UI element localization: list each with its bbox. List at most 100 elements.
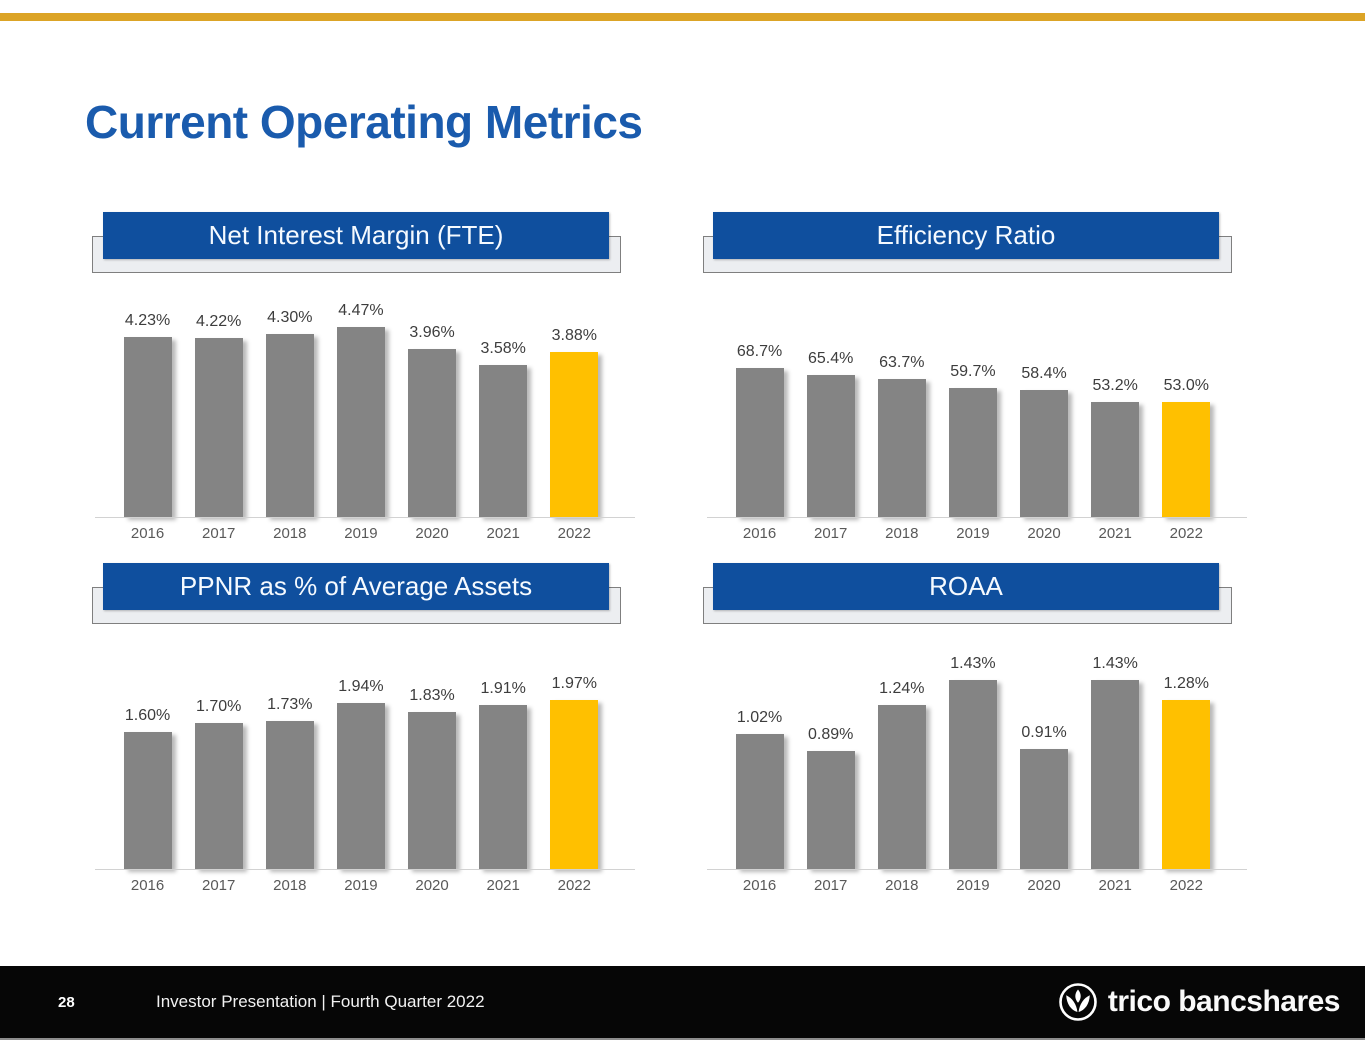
bar-value-label: 0.89% xyxy=(808,726,854,743)
bar-column: 4.23% xyxy=(112,312,183,517)
bar xyxy=(1091,402,1140,517)
bar xyxy=(1091,680,1140,869)
year-label: 2016 xyxy=(742,877,777,894)
year-label: 2019 xyxy=(956,525,990,542)
chart-header-roaa: ROAA xyxy=(713,563,1219,610)
year-label: 2019 xyxy=(344,877,378,894)
bar-column: 4.47% xyxy=(325,302,396,517)
bar-column: 3.96% xyxy=(397,324,468,517)
trico-tree-icon xyxy=(1059,983,1097,1021)
year-label: 2020 xyxy=(1027,525,1061,542)
chart-plot-nim: 4.23% 4.22% 4.30% 4.47% 3.96% 3.58% 3.88% xyxy=(112,300,610,517)
year-label: 2018 xyxy=(273,877,307,894)
year-label: 2018 xyxy=(273,525,307,542)
x-axis-labels-roaa: 2016 2017 2018 2019 2020 2021 2022 xyxy=(724,877,1222,894)
bar xyxy=(735,734,784,869)
bar-column: 0.89% xyxy=(795,726,866,869)
bar-value-label: 59.7% xyxy=(950,363,996,380)
bar-column: 1.28% xyxy=(1151,675,1222,869)
bar-highlight-2022 xyxy=(550,352,599,517)
bar xyxy=(806,375,855,517)
company-logo: trico bancshares xyxy=(1058,982,1341,1022)
bar-column: 0.91% xyxy=(1009,724,1080,869)
bar-value-label: 3.96% xyxy=(409,324,455,341)
bar-value-label: 58.4% xyxy=(1021,365,1067,382)
chart-plot-efficiency: 68.7% 65.4% 63.7% 59.7% 58.4% 53.2% 53.0% xyxy=(724,300,1222,517)
bar xyxy=(123,732,172,869)
bar-column: 1.83% xyxy=(397,687,468,869)
chart-header-efficiency: Efficiency Ratio xyxy=(713,212,1219,259)
bar-value-label: 53.2% xyxy=(1092,377,1138,394)
bar xyxy=(806,751,855,869)
bar xyxy=(194,723,243,869)
bar-value-label: 0.91% xyxy=(1021,724,1067,741)
bar-value-label: 1.60% xyxy=(124,707,171,724)
bar-highlight-2022 xyxy=(550,700,599,869)
bar-value-label: 1.43% xyxy=(1092,655,1138,672)
bar xyxy=(948,680,997,869)
x-axis-line-roaa xyxy=(707,869,1247,870)
bar xyxy=(877,379,926,517)
bar-value-label: 1.02% xyxy=(736,709,783,726)
x-axis-labels-ppnr: 2016 2017 2018 2019 2020 2021 2022 xyxy=(112,877,610,894)
year-label: 2016 xyxy=(130,877,165,894)
bar xyxy=(336,327,385,517)
bar-value-label: 1.43% xyxy=(950,655,996,672)
bar xyxy=(194,338,243,517)
year-label: 2020 xyxy=(1027,877,1061,894)
bar-column: 1.94% xyxy=(325,678,396,869)
bar-column: 4.30% xyxy=(254,309,325,517)
footer-bar: 28 Investor Presentation | Fourth Quarte… xyxy=(0,966,1365,1040)
year-label: 2021 xyxy=(1098,877,1132,894)
chart-title-ppnr: PPNR as % of Average Assets xyxy=(179,571,533,601)
bar-column: 1.02% xyxy=(724,709,795,869)
bar-value-label: 1.83% xyxy=(409,687,455,704)
bar-value-label: 3.88% xyxy=(551,327,597,344)
footer-caption: Investor Presentation | Fourth Quarter 2… xyxy=(156,992,485,1011)
year-label: 2022 xyxy=(557,525,591,542)
bar-value-label: 65.4% xyxy=(808,350,854,367)
chart-title-efficiency: Efficiency Ratio xyxy=(876,220,1056,250)
bar-column: 65.4% xyxy=(795,350,866,517)
bar-value-label: 1.73% xyxy=(267,696,313,713)
bar-value-label: 1.28% xyxy=(1163,675,1209,692)
logo-text: trico bancshares xyxy=(1107,985,1341,1018)
bar xyxy=(877,705,926,869)
x-axis-line-efficiency xyxy=(707,517,1247,518)
bar-value-label: 4.23% xyxy=(124,312,171,329)
year-label: 2018 xyxy=(885,525,919,542)
bar xyxy=(479,365,528,517)
top-accent-rule xyxy=(0,13,1365,21)
bar-column: 58.4% xyxy=(1009,365,1080,517)
year-label: 2022 xyxy=(557,877,591,894)
bar-column: 68.7% xyxy=(724,343,795,517)
bar-column: 59.7% xyxy=(937,363,1008,517)
bar-value-label: 1.97% xyxy=(551,675,597,692)
bar-column: 63.7% xyxy=(866,354,937,517)
bar-value-label: 4.22% xyxy=(196,313,242,330)
bar-value-label: 63.7% xyxy=(879,354,925,371)
bar-value-label: 1.91% xyxy=(480,680,526,697)
chart-title-roaa: ROAA xyxy=(929,571,1003,601)
bar-column: 53.2% xyxy=(1080,377,1151,517)
x-axis-line-nim xyxy=(95,517,635,518)
bar xyxy=(948,388,997,517)
x-axis-labels-nim: 2016 2017 2018 2019 2020 2021 2022 xyxy=(112,525,610,542)
bar xyxy=(408,349,457,517)
x-axis-labels-efficiency: 2016 2017 2018 2019 2020 2021 2022 xyxy=(724,525,1222,542)
bar xyxy=(1020,390,1069,517)
year-label: 2019 xyxy=(956,877,990,894)
page-number: 28 xyxy=(58,993,75,1011)
year-label: 2019 xyxy=(344,525,378,542)
chart-title-nim: Net Interest Margin (FTE) xyxy=(208,220,504,250)
year-label: 2022 xyxy=(1169,525,1203,542)
bar-value-label: 4.47% xyxy=(338,302,384,319)
year-label: 2021 xyxy=(486,877,520,894)
bar-value-label: 3.58% xyxy=(480,340,526,357)
bar-value-label: 1.94% xyxy=(338,678,384,695)
year-label: 2016 xyxy=(130,525,165,542)
bar-highlight-2022 xyxy=(1162,700,1211,869)
year-label: 2020 xyxy=(415,877,449,894)
bar-value-label: 68.7% xyxy=(736,343,783,360)
